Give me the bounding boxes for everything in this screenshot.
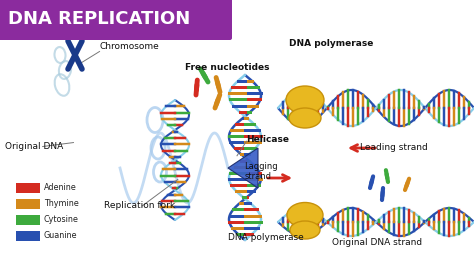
Text: Chromosome: Chromosome [100,42,159,51]
Bar [16,199,40,209]
Text: Guanine: Guanine [44,232,78,241]
Ellipse shape [290,221,320,239]
Ellipse shape [286,86,324,114]
Text: Free nucleotides: Free nucleotides [185,63,269,72]
Bar [16,183,40,193]
Ellipse shape [289,108,321,128]
Text: Original DNA: Original DNA [5,142,63,151]
Bar [16,215,40,225]
Text: DNA polymerase: DNA polymerase [289,39,374,48]
Polygon shape [228,148,258,188]
Text: DNA REPLICATION: DNA REPLICATION [8,10,190,28]
Text: Replication fork: Replication fork [104,201,175,210]
Text: Original DNA strand: Original DNA strand [332,238,422,247]
Ellipse shape [287,202,323,228]
Text: Helicase: Helicase [246,135,290,144]
Text: Leading strand: Leading strand [360,143,428,152]
FancyBboxPatch shape [0,0,232,40]
Text: Adenine: Adenine [44,183,77,192]
Text: Cytosine: Cytosine [44,215,79,224]
Text: Lagging
strand: Lagging strand [244,162,278,181]
Text: Thymine: Thymine [44,200,79,209]
Bar [16,231,40,241]
Text: DNA polymerase: DNA polymerase [228,233,303,242]
